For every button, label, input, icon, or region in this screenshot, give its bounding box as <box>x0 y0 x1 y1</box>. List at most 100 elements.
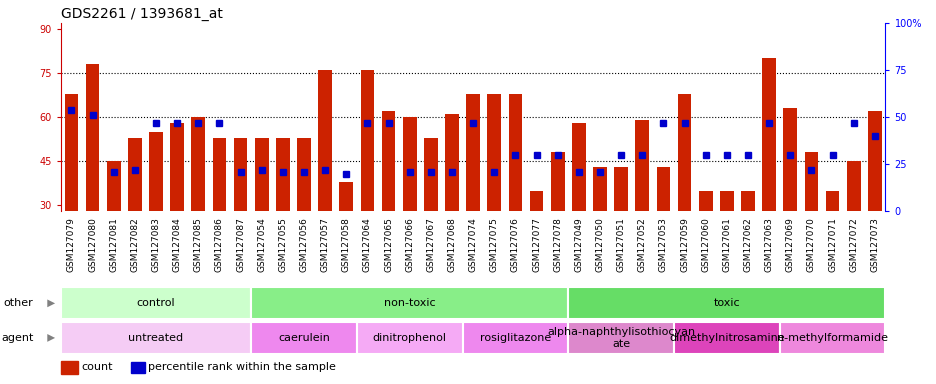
Bar <box>571 123 585 211</box>
Bar <box>170 123 183 211</box>
Text: GSM127057: GSM127057 <box>320 217 329 272</box>
Text: GSM127072: GSM127072 <box>848 217 857 272</box>
Text: GSM127062: GSM127062 <box>743 217 752 272</box>
Bar <box>673 322 779 354</box>
Text: n-methylformamide: n-methylformamide <box>776 333 887 343</box>
Bar <box>339 182 353 211</box>
Bar <box>529 190 543 211</box>
Text: dimethylnitrosamine: dimethylnitrosamine <box>668 333 783 343</box>
Bar <box>592 167 607 211</box>
Bar <box>402 117 417 211</box>
Text: agent: agent <box>1 333 34 343</box>
Text: GSM127086: GSM127086 <box>214 217 224 272</box>
Bar <box>318 70 331 211</box>
Text: rosiglitazone: rosiglitazone <box>479 333 550 343</box>
Text: GSM127085: GSM127085 <box>194 217 202 272</box>
Text: alpha-naphthylisothiocyan
ate: alpha-naphthylisothiocyan ate <box>547 327 695 349</box>
Bar <box>656 167 669 211</box>
Text: GSM127084: GSM127084 <box>172 217 182 272</box>
Bar <box>107 161 121 211</box>
Bar <box>677 94 691 211</box>
Bar <box>462 322 568 354</box>
Bar <box>568 322 673 354</box>
Text: GSM127075: GSM127075 <box>490 217 498 272</box>
Bar <box>297 138 311 211</box>
Text: GSM127050: GSM127050 <box>595 217 604 272</box>
Bar <box>381 111 395 211</box>
Text: count: count <box>81 362 113 372</box>
Text: GSM127059: GSM127059 <box>680 217 688 272</box>
Bar <box>635 120 649 211</box>
Bar <box>191 117 205 211</box>
Text: GSM127078: GSM127078 <box>552 217 562 272</box>
Bar <box>149 132 163 211</box>
Text: control: control <box>137 298 175 308</box>
Bar <box>782 108 797 211</box>
Bar <box>357 322 462 354</box>
Text: GSM127073: GSM127073 <box>870 217 879 272</box>
Bar <box>445 114 459 211</box>
Bar <box>255 138 269 211</box>
Text: GSM127082: GSM127082 <box>130 217 139 272</box>
Text: GSM127056: GSM127056 <box>300 217 308 272</box>
Text: GSM127065: GSM127065 <box>384 217 393 272</box>
Bar <box>360 70 374 211</box>
Text: GSM127067: GSM127067 <box>426 217 435 272</box>
Text: GSM127053: GSM127053 <box>658 217 667 272</box>
Text: caerulein: caerulein <box>278 333 329 343</box>
Text: GSM127051: GSM127051 <box>616 217 625 272</box>
Bar <box>846 161 859 211</box>
Text: GSM127058: GSM127058 <box>342 217 350 272</box>
Text: GSM127070: GSM127070 <box>806 217 815 272</box>
Text: GSM127080: GSM127080 <box>88 217 97 272</box>
Bar <box>86 64 99 211</box>
Bar <box>568 288 885 319</box>
Text: GSM127063: GSM127063 <box>764 217 773 272</box>
Text: GSM127087: GSM127087 <box>236 217 245 272</box>
Bar <box>233 138 247 211</box>
Text: GSM127060: GSM127060 <box>700 217 709 272</box>
Text: GSM127081: GSM127081 <box>110 217 118 272</box>
Bar <box>128 138 141 211</box>
Bar <box>804 152 817 211</box>
Text: GSM127083: GSM127083 <box>152 217 160 272</box>
Text: GSM127064: GSM127064 <box>362 217 372 272</box>
Bar <box>65 94 79 211</box>
Text: GSM127049: GSM127049 <box>574 217 583 272</box>
Bar <box>276 138 289 211</box>
Text: other: other <box>4 298 34 308</box>
Text: percentile rank within the sample: percentile rank within the sample <box>148 362 336 372</box>
Text: GSM127079: GSM127079 <box>66 217 76 272</box>
Text: GSM127061: GSM127061 <box>722 217 731 272</box>
Bar <box>131 362 145 373</box>
Bar <box>508 94 521 211</box>
Bar <box>212 138 227 211</box>
Bar <box>550 152 564 211</box>
Text: GSM127052: GSM127052 <box>637 217 646 272</box>
Bar <box>466 94 479 211</box>
Text: GSM127068: GSM127068 <box>447 217 456 272</box>
Bar <box>825 190 839 211</box>
Bar <box>867 111 881 211</box>
Text: GSM127066: GSM127066 <box>405 217 414 272</box>
Bar <box>762 58 775 211</box>
Bar <box>698 190 712 211</box>
Text: GSM127074: GSM127074 <box>468 217 477 272</box>
Text: GSM127069: GSM127069 <box>785 217 794 272</box>
Bar <box>61 288 251 319</box>
Bar <box>779 322 885 354</box>
Bar <box>740 190 754 211</box>
Bar <box>487 94 501 211</box>
Text: GSM127055: GSM127055 <box>278 217 287 272</box>
Bar <box>61 322 251 354</box>
Bar <box>614 167 627 211</box>
Text: toxic: toxic <box>713 298 739 308</box>
Text: GDS2261 / 1393681_at: GDS2261 / 1393681_at <box>61 7 223 21</box>
Text: GSM127071: GSM127071 <box>827 217 836 272</box>
Text: untreated: untreated <box>128 333 183 343</box>
Bar <box>251 288 568 319</box>
Bar <box>424 138 437 211</box>
Bar <box>719 190 733 211</box>
Bar <box>251 322 357 354</box>
Text: non-toxic: non-toxic <box>384 298 435 308</box>
